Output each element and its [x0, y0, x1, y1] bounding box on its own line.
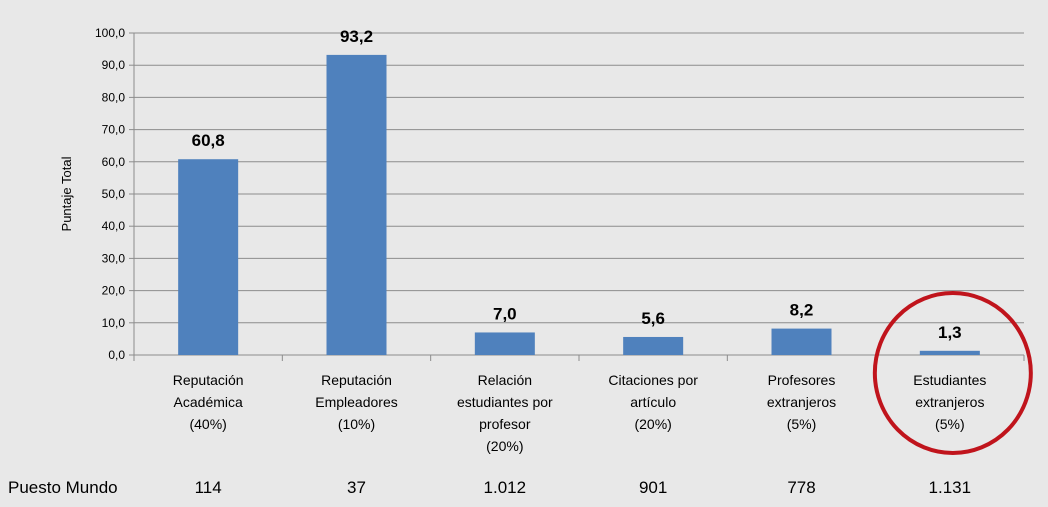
- y-tick-label: 90,0: [102, 58, 126, 72]
- data-label: 5,6: [641, 309, 665, 328]
- x-category-label: profesor: [479, 416, 531, 432]
- y-tick-label: 10,0: [102, 316, 126, 330]
- y-tick-label: 100,0: [95, 26, 125, 40]
- rank-row-label: Puesto Mundo: [8, 478, 118, 497]
- rank-value: 901: [639, 478, 667, 497]
- bar: [178, 159, 239, 355]
- data-label: 7,0: [493, 304, 517, 323]
- y-tick-label: 0,0: [108, 348, 125, 362]
- x-category-label: (40%): [189, 416, 226, 432]
- x-category-label: Reputación: [321, 372, 392, 388]
- x-category-label: Académica: [174, 394, 243, 410]
- data-label: 60,8: [192, 131, 225, 150]
- x-category-label: extranjeros: [915, 394, 984, 410]
- x-category-label: (10%): [338, 416, 375, 432]
- x-category-label: Empleadores: [315, 394, 398, 410]
- x-category-label: Reputación: [173, 372, 244, 388]
- x-category-label: (20%): [486, 438, 523, 454]
- x-category-label: (5%): [935, 416, 965, 432]
- rank-value: 1.012: [484, 478, 527, 497]
- bar: [326, 54, 387, 356]
- y-axis-label: Puntaje Total: [59, 156, 74, 231]
- y-tick-label: 60,0: [102, 155, 126, 169]
- rank-value: 778: [787, 478, 815, 497]
- data-label: 8,2: [790, 301, 814, 320]
- rank-value: 114: [195, 478, 222, 497]
- bar: [623, 336, 684, 355]
- data-label: 93,2: [340, 27, 373, 46]
- rank-value: 1.131: [929, 478, 972, 497]
- x-category-label: estudiantes por: [457, 394, 553, 410]
- x-category-label: Profesores: [768, 372, 836, 388]
- y-tick-label: 40,0: [102, 219, 126, 233]
- data-label: 1,3: [938, 323, 962, 342]
- y-tick-label: 80,0: [102, 90, 126, 104]
- x-category-label: Estudiantes: [913, 372, 986, 388]
- y-tick-label: 30,0: [102, 251, 126, 265]
- x-category-label: artículo: [630, 394, 676, 410]
- x-category-label: (20%): [634, 416, 671, 432]
- y-tick-label: 50,0: [102, 187, 126, 201]
- highlight-circle: [872, 291, 1033, 455]
- bar: [919, 350, 980, 355]
- y-tick-label: 70,0: [102, 123, 126, 137]
- x-category-label: (5%): [787, 416, 817, 432]
- x-category-label: Relación: [478, 372, 532, 388]
- y-tick-label: 20,0: [102, 284, 126, 298]
- rank-value: 37: [347, 478, 366, 497]
- bar: [771, 328, 832, 355]
- x-category-label: Citaciones por: [608, 372, 698, 388]
- x-category-label: extranjeros: [767, 394, 836, 410]
- bar: [474, 332, 535, 355]
